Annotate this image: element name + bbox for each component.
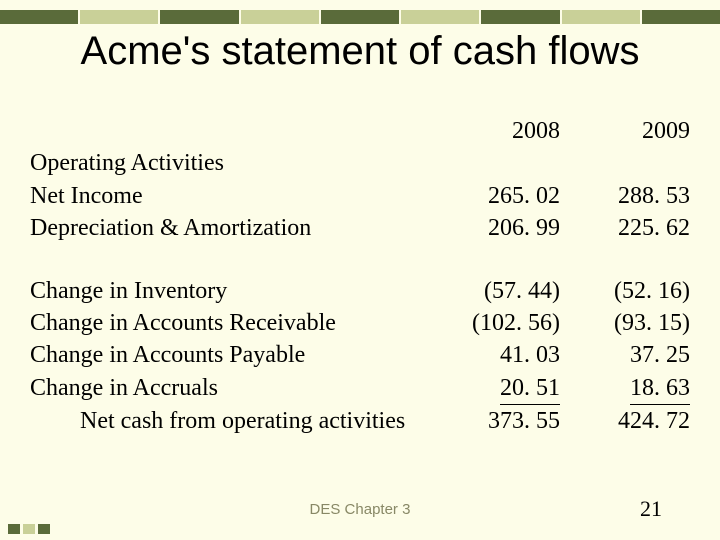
page-number: 21 <box>640 496 662 522</box>
cell-value: (52. 16) <box>560 275 690 307</box>
row-label: Net Income <box>30 180 430 212</box>
decorative-top-bar <box>0 10 720 24</box>
row-label: Net cash from operating activities <box>30 405 430 437</box>
cell-value: 37. 25 <box>560 339 690 371</box>
cell-value: 424. 72 <box>560 405 690 437</box>
table-row: Change in Accounts Payable41. 0337. 25 <box>30 339 690 371</box>
cell-value: 41. 03 <box>430 339 560 371</box>
section-label: Operating Activities <box>30 147 690 179</box>
cell-value: (93. 15) <box>560 307 690 339</box>
cashflow-table: 2008 2009 Operating Activities Net Incom… <box>30 115 690 438</box>
cell-value: 373. 55 <box>430 405 560 437</box>
cell-value: 288. 53 <box>560 180 690 212</box>
cell-value: 20. 51 <box>430 372 560 405</box>
row-label: Change in Accounts Payable <box>30 339 430 371</box>
cell-value: 265. 02 <box>430 180 560 212</box>
row-label: Depreciation & Amortization <box>30 212 430 244</box>
decorative-bottom-dots <box>8 524 50 534</box>
table-row: Change in Accruals20. 5118. 63 <box>30 372 690 405</box>
cell-value: (57. 44) <box>430 275 560 307</box>
table-row: Change in Accounts Receivable(102. 56)(9… <box>30 307 690 339</box>
footer-text: DES Chapter 3 <box>0 501 720 518</box>
row-label: Change in Inventory <box>30 275 430 307</box>
table-row: Net cash from operating activities373. 5… <box>30 405 690 437</box>
cell-value: 206. 99 <box>430 212 560 244</box>
cell-value: 225. 62 <box>560 212 690 244</box>
cell-value: (102. 56) <box>430 307 560 339</box>
table-row: Net Income265. 02288. 53 <box>30 180 690 212</box>
row-label: Change in Accruals <box>30 372 430 405</box>
row-label: Change in Accounts Receivable <box>30 307 430 339</box>
slide-title: Acme's statement of cash flows <box>0 28 720 74</box>
cell-value: 18. 63 <box>560 372 690 405</box>
header-row: 2008 2009 <box>30 115 690 147</box>
year-header-1: 2008 <box>430 115 560 147</box>
table-row: Change in Inventory(57. 44)(52. 16) <box>30 275 690 307</box>
year-header-2: 2009 <box>560 115 690 147</box>
table-row: Depreciation & Amortization206. 99225. 6… <box>30 212 690 244</box>
